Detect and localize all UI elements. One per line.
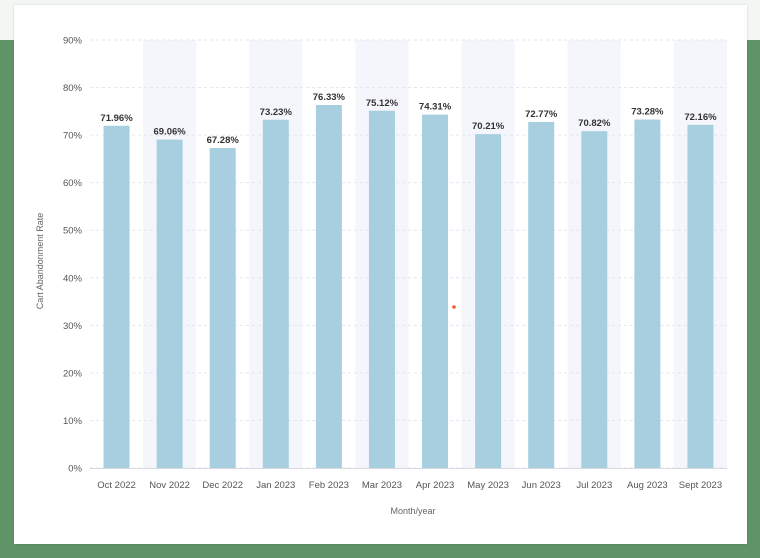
y-tick-label: 60% (63, 178, 83, 189)
bar[interactable] (422, 114, 449, 468)
bar[interactable] (581, 131, 608, 468)
value-labels: 71.96% 69.06% 67.28% 73.23% 76.33% 75.12% 74.3… (100, 92, 717, 146)
x-tick-label: Jan 2023 (256, 480, 295, 491)
bar[interactable] (475, 134, 502, 469)
y-tick-label: 70% (63, 131, 83, 142)
x-tick-label: Nov 2022 (149, 480, 190, 491)
value-label: 76.33% (313, 92, 346, 103)
y-tick-label: 30% (63, 321, 83, 332)
chart-card: 0% 10% 20% 30% 40% 50% 60% 70% 80% 90% 71.96% 69.0… (14, 5, 747, 544)
cursor-marker (452, 305, 456, 309)
y-tick-label: 50% (63, 226, 83, 237)
value-label: 69.06% (154, 127, 187, 138)
x-tick-label: Dec 2022 (202, 480, 243, 491)
value-label: 72.16% (684, 112, 717, 123)
value-label: 75.12% (366, 98, 399, 109)
bar[interactable] (315, 105, 342, 468)
x-tick-label: Jul 2023 (576, 480, 612, 491)
x-tick-label: Jun 2023 (522, 480, 561, 491)
x-tick-label: Feb 2023 (309, 480, 349, 491)
x-tick-label: Mar 2023 (362, 480, 402, 491)
y-axis-title: Cart Abandonment Rate (35, 213, 45, 310)
bar-chart: 0% 10% 20% 30% 40% 50% 60% 70% 80% 90% 71.96% 69.0… (35, 36, 727, 516)
x-tick-label: Sept 2023 (679, 480, 722, 491)
x-tick-label: Oct 2022 (97, 480, 136, 491)
bar[interactable] (103, 125, 130, 468)
bars (103, 105, 714, 469)
value-label: 67.28% (207, 135, 240, 146)
y-tick-label: 80% (63, 83, 83, 94)
value-label: 73.23% (260, 107, 293, 118)
bar[interactable] (368, 110, 395, 468)
value-label: 74.31% (419, 102, 452, 113)
value-label: 70.82% (578, 118, 611, 129)
x-axis-ticks: Oct 2022 Nov 2022 Dec 2022 Jan 2023 Feb 2023… (97, 480, 722, 491)
bar[interactable] (687, 124, 714, 468)
value-label: 72.77% (525, 109, 558, 120)
value-label: 71.96% (100, 113, 133, 124)
bar[interactable] (156, 139, 183, 468)
x-tick-label: May 2023 (467, 480, 509, 491)
bar[interactable] (634, 119, 661, 469)
y-tick-label: 10% (63, 416, 83, 427)
x-tick-label: Apr 2023 (416, 480, 455, 491)
y-tick-label: 20% (63, 368, 83, 379)
x-tick-label: Aug 2023 (627, 480, 668, 491)
value-label: 73.28% (631, 107, 664, 118)
y-tick-label: 40% (63, 273, 83, 284)
y-tick-label: 90% (63, 36, 83, 47)
bar[interactable] (528, 121, 555, 468)
value-label: 70.21% (472, 121, 505, 132)
bar[interactable] (209, 148, 236, 469)
y-axis-ticks: 0% 10% 20% 30% 40% 50% 60% 70% 80% 90% (63, 36, 83, 475)
bar[interactable] (262, 119, 289, 468)
x-axis-title: Month/year (390, 506, 435, 516)
y-tick-label: 0% (68, 464, 82, 475)
